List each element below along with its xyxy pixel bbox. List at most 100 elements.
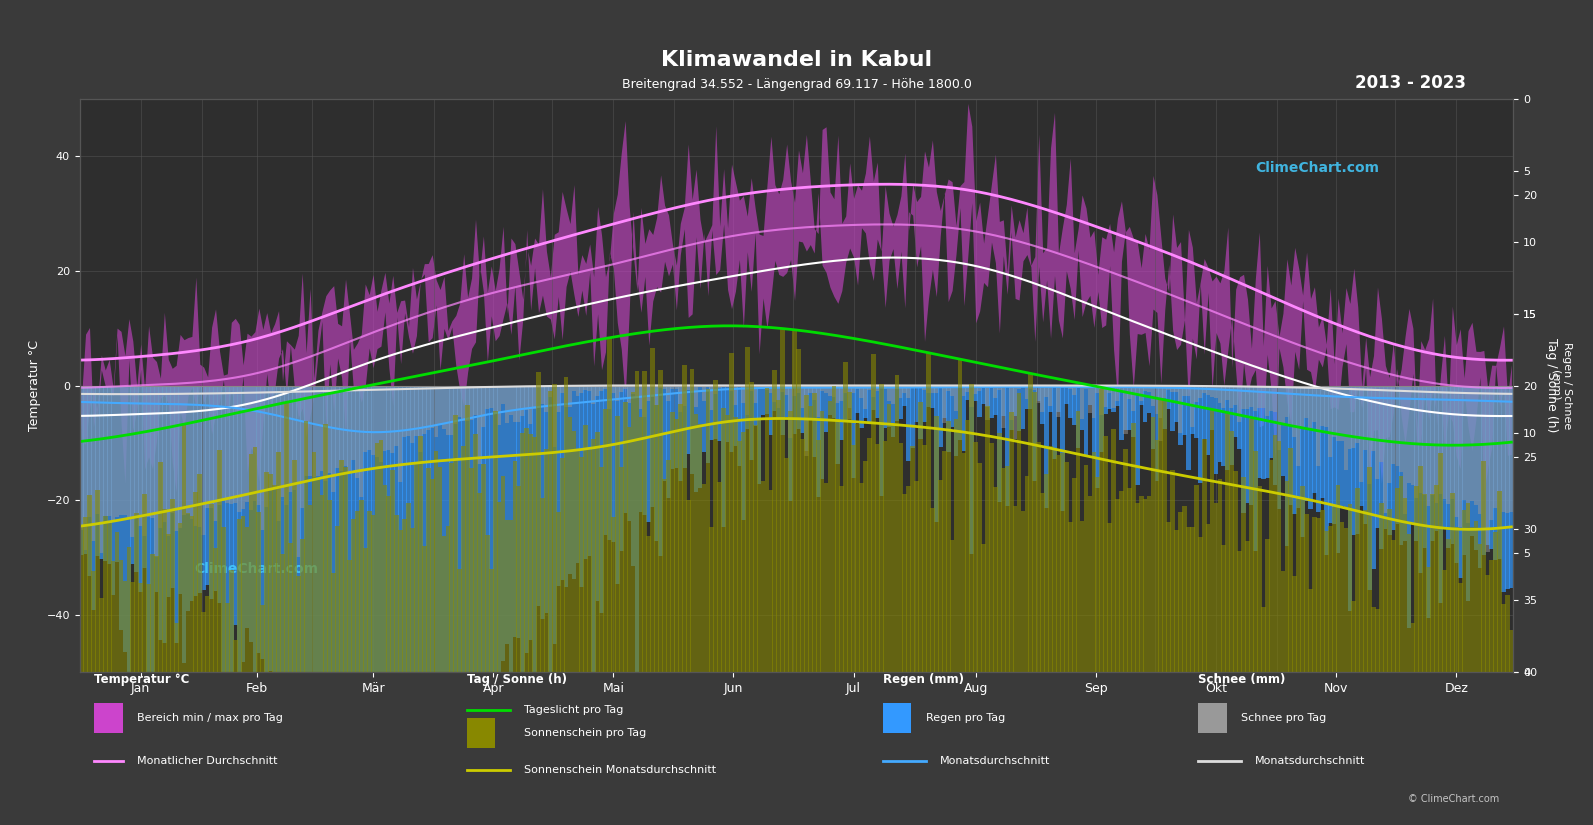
Bar bbox=[104, 385, 108, 561]
Bar bbox=[623, 385, 628, 389]
Bar bbox=[666, 460, 671, 672]
Bar bbox=[170, 499, 175, 672]
Bar bbox=[642, 385, 647, 417]
Bar bbox=[233, 640, 237, 672]
Bar bbox=[358, 385, 363, 497]
Bar bbox=[1118, 491, 1123, 672]
Bar bbox=[299, 385, 304, 672]
Bar bbox=[890, 423, 895, 672]
Bar bbox=[875, 385, 879, 391]
Bar bbox=[532, 437, 537, 672]
Bar bbox=[824, 385, 828, 394]
Bar bbox=[957, 385, 962, 440]
Bar bbox=[741, 385, 746, 403]
Bar bbox=[1198, 537, 1203, 672]
Bar bbox=[693, 385, 698, 493]
Bar bbox=[524, 385, 529, 653]
Bar bbox=[107, 385, 112, 516]
Bar bbox=[567, 417, 572, 672]
Text: Sonnenschein Monatsdurchschnitt: Sonnenschein Monatsdurchschnitt bbox=[524, 766, 717, 775]
Bar bbox=[1190, 385, 1195, 427]
Bar bbox=[371, 385, 376, 455]
Bar bbox=[1021, 511, 1026, 672]
Bar bbox=[679, 385, 683, 481]
Bar bbox=[1493, 385, 1497, 508]
Bar bbox=[213, 385, 218, 521]
Bar bbox=[1056, 385, 1061, 417]
Bar bbox=[883, 441, 887, 672]
Bar bbox=[1254, 385, 1258, 551]
Bar bbox=[139, 385, 143, 526]
Bar bbox=[1179, 385, 1184, 433]
Bar bbox=[765, 385, 769, 389]
Bar bbox=[962, 453, 967, 672]
Bar bbox=[304, 385, 309, 475]
Bar bbox=[1501, 385, 1505, 592]
Bar bbox=[441, 535, 446, 672]
Bar bbox=[933, 416, 938, 672]
Bar bbox=[1418, 385, 1423, 493]
Bar bbox=[588, 385, 593, 556]
Bar bbox=[1407, 534, 1411, 672]
Bar bbox=[1059, 385, 1064, 387]
Bar bbox=[1021, 385, 1026, 387]
Bar bbox=[142, 493, 147, 672]
Bar bbox=[260, 385, 264, 659]
Bar bbox=[1383, 385, 1388, 513]
Bar bbox=[1072, 478, 1077, 672]
Bar bbox=[1147, 385, 1152, 412]
Bar bbox=[789, 385, 793, 501]
Bar bbox=[687, 501, 690, 672]
Bar bbox=[449, 463, 454, 672]
Bar bbox=[843, 385, 847, 421]
Bar bbox=[158, 462, 162, 672]
Bar bbox=[123, 582, 127, 672]
Bar bbox=[903, 385, 906, 406]
Bar bbox=[193, 385, 198, 526]
Bar bbox=[401, 519, 406, 672]
Bar bbox=[457, 568, 462, 672]
Bar bbox=[1107, 523, 1112, 672]
Bar bbox=[1308, 385, 1313, 428]
Bar bbox=[1284, 481, 1289, 672]
Bar bbox=[631, 385, 636, 394]
Bar bbox=[190, 516, 194, 672]
Bar bbox=[1134, 385, 1139, 394]
Bar bbox=[225, 385, 229, 672]
Bar bbox=[241, 385, 245, 662]
Bar bbox=[1040, 385, 1045, 412]
Bar bbox=[1442, 569, 1446, 672]
Bar bbox=[1351, 385, 1356, 448]
Bar bbox=[580, 457, 585, 672]
Bar bbox=[583, 385, 588, 390]
Bar bbox=[789, 411, 793, 672]
Bar bbox=[551, 385, 556, 644]
Bar bbox=[276, 385, 280, 672]
Bar bbox=[433, 385, 438, 672]
Bar bbox=[209, 385, 213, 507]
Y-axis label: Regen / Schnee
(mm): Regen / Schnee (mm) bbox=[1550, 342, 1572, 429]
Bar bbox=[615, 416, 620, 672]
Bar bbox=[1478, 385, 1481, 568]
Bar bbox=[1403, 385, 1407, 541]
Bar bbox=[335, 385, 339, 672]
Bar bbox=[1329, 526, 1333, 672]
Bar bbox=[1316, 517, 1321, 672]
Bar bbox=[1458, 385, 1462, 527]
Bar bbox=[1367, 385, 1372, 484]
Bar bbox=[604, 408, 609, 672]
Bar bbox=[1024, 385, 1029, 409]
Bar bbox=[701, 483, 706, 672]
Bar bbox=[328, 500, 331, 672]
Bar bbox=[730, 385, 734, 452]
Bar bbox=[741, 385, 746, 520]
Bar bbox=[201, 385, 205, 535]
Bar bbox=[706, 385, 710, 463]
Bar bbox=[438, 385, 443, 672]
Bar bbox=[292, 385, 296, 672]
Bar bbox=[280, 385, 285, 497]
Bar bbox=[800, 439, 804, 672]
Bar bbox=[350, 519, 355, 672]
Bar bbox=[1466, 385, 1470, 523]
Bar bbox=[1268, 385, 1273, 459]
